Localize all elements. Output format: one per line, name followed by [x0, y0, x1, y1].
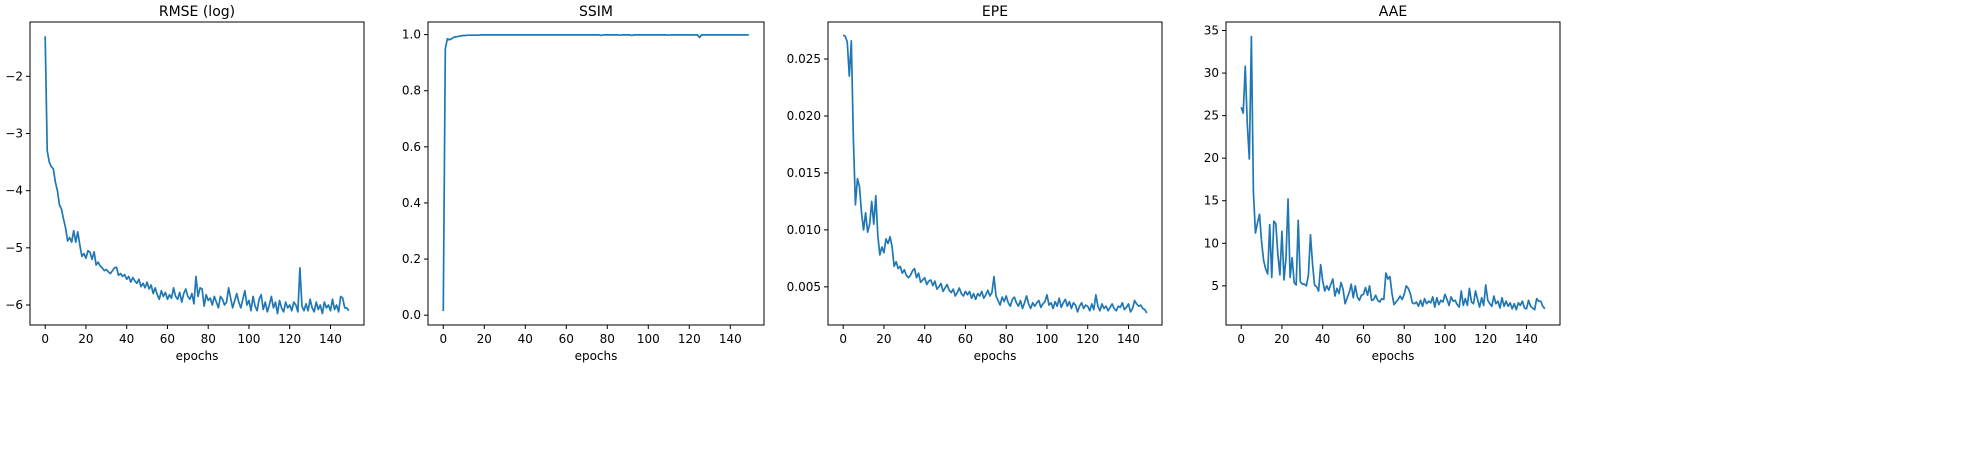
x-tick-label: 40: [119, 332, 134, 346]
axes-frame: [427, 21, 765, 326]
chart-title: SSIM: [579, 4, 613, 20]
x-tick-label: 140: [1117, 332, 1140, 346]
y-tick-label: 30: [1204, 66, 1219, 80]
x-tick-label: 0: [439, 332, 447, 346]
x-tick-label: 40: [917, 332, 932, 346]
y-tick-label: −5: [5, 241, 23, 255]
subplot-ssim: 0 20 40 60 80 100 120 140 0.0 0.2 0.4 0.6 0.8 1.0 SSIM…: [402, 4, 765, 363]
y-tick-label: 0.010: [787, 223, 821, 237]
series-line: [842, 34, 1148, 314]
axes-frame: [29, 21, 365, 326]
x-tick-label: 100: [1434, 332, 1457, 346]
x-tick-label: 120: [678, 332, 701, 346]
y-tick-label: 35: [1204, 24, 1219, 38]
y-tick-label: 20: [1204, 151, 1219, 165]
x-tick-label: 60: [1356, 332, 1371, 346]
y-tick-label: 15: [1204, 194, 1219, 208]
series-line: [442, 34, 749, 311]
y-tick-label: 1.0: [402, 28, 421, 42]
x-tick-label: 20: [477, 332, 492, 346]
y-tick-label: 0.4: [402, 196, 421, 210]
x-tick-label: 40: [518, 332, 533, 346]
series-line: [1240, 35, 1546, 311]
x-tick-label: 0: [1237, 332, 1245, 346]
x-tick-label: 120: [1474, 332, 1497, 346]
x-tick-label: 100: [238, 332, 261, 346]
x-tick-label: 20: [876, 332, 891, 346]
chart-title: EPE: [982, 4, 1008, 20]
chart-title: AAE: [1379, 4, 1407, 20]
y-tick-label: 0.025: [787, 52, 821, 66]
y-tick-label: 0.8: [402, 84, 421, 98]
y-tick-label: −2: [5, 69, 23, 83]
subplot-rmse-log: 0 20 40 60 80 100 120 140 −6 −5 −4 −3 −2 RMSE (log) ep…: [5, 4, 365, 363]
y-tick-label: 0.0: [402, 308, 421, 322]
x-axis-label: epochs: [176, 349, 219, 363]
x-tick-label: 80: [600, 332, 615, 346]
x-tick-label: 80: [1397, 332, 1412, 346]
x-axis-label: epochs: [1372, 349, 1415, 363]
x-tick-label: 80: [201, 332, 216, 346]
series-line: [44, 36, 350, 315]
y-tick-label: 0.005: [787, 280, 821, 294]
subplot-epe: 0 20 40 60 80 100 120 140 0.005 0.010 0.015 0.020 0.…: [787, 4, 1163, 363]
subplot-aae: 0 20 40 60 80 100 120 140 5 10 15 20 25 30 35 AAE epochs: [1204, 4, 1561, 363]
x-tick-label: 60: [559, 332, 574, 346]
x-tick-label: 80: [999, 332, 1014, 346]
x-tick-label: 120: [278, 332, 301, 346]
y-tick-label: 0.015: [787, 166, 821, 180]
axes-frame: [827, 21, 1163, 326]
y-tick-label: 0.2: [402, 252, 421, 266]
y-tick-label: −4: [5, 184, 23, 198]
x-tick-label: 140: [1515, 332, 1538, 346]
x-axis-label: epochs: [974, 349, 1017, 363]
x-tick-label: 0: [41, 332, 49, 346]
chart-title: RMSE (log): [159, 4, 235, 20]
x-tick-label: 60: [160, 332, 175, 346]
x-tick-label: 120: [1076, 332, 1099, 346]
y-tick-label: 25: [1204, 109, 1219, 123]
y-tick-label: 0.6: [402, 140, 421, 154]
x-tick-label: 20: [78, 332, 93, 346]
y-tick-label: −6: [5, 298, 23, 312]
y-tick-label: 10: [1204, 236, 1219, 250]
x-tick-label: 100: [637, 332, 660, 346]
x-tick-label: 0: [839, 332, 847, 346]
x-tick-label: 100: [1036, 332, 1059, 346]
x-tick-label: 140: [319, 332, 342, 346]
x-axis-label: epochs: [575, 349, 618, 363]
y-tick-label: −3: [5, 126, 23, 140]
x-tick-label: 60: [958, 332, 973, 346]
axes-frame: [1225, 21, 1561, 326]
y-tick-label: 0.020: [787, 109, 821, 123]
x-tick-label: 140: [719, 332, 742, 346]
x-tick-label: 20: [1274, 332, 1289, 346]
x-tick-label: 40: [1315, 332, 1330, 346]
y-tick-label: 5: [1211, 279, 1219, 293]
